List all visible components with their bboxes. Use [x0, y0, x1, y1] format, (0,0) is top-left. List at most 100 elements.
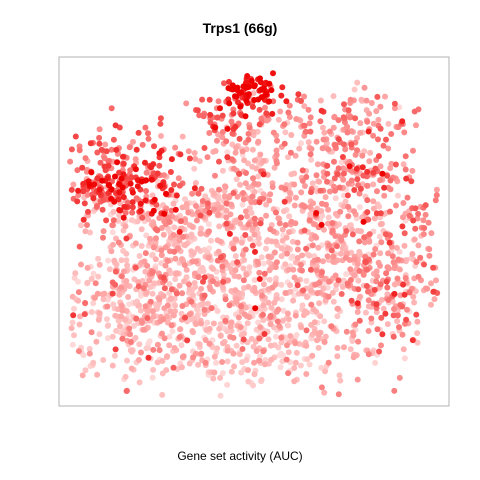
scatter-point	[370, 120, 377, 127]
scatter-point	[433, 277, 439, 284]
scatter-point	[240, 196, 247, 203]
scatter-point	[216, 186, 222, 193]
scatter-point	[303, 327, 310, 334]
scatter-point	[178, 218, 184, 225]
scatter-point	[291, 202, 298, 209]
scatter-point	[315, 344, 322, 351]
scatter-point	[127, 167, 134, 174]
scatter-point	[201, 145, 208, 151]
scatter-point	[257, 220, 264, 227]
scatter-point	[233, 93, 240, 100]
scatter-point	[325, 146, 332, 153]
scatter-point	[84, 222, 90, 228]
scatter-point	[317, 118, 324, 125]
scatter-point	[82, 300, 89, 306]
scatter-point	[356, 268, 363, 274]
scatter-point	[168, 187, 175, 193]
scatter-point	[271, 249, 278, 256]
scatter-point	[433, 192, 440, 199]
scatter-point	[94, 203, 100, 209]
scatter-point	[95, 316, 102, 323]
scatter-point	[111, 257, 118, 264]
scatter-point	[388, 160, 395, 167]
scatter-point	[206, 340, 213, 347]
scatter-point	[126, 325, 133, 332]
scatter-point	[122, 209, 129, 216]
scatter-point	[246, 314, 253, 321]
scatter-point	[159, 358, 166, 364]
scatter-point	[241, 257, 248, 263]
scatter-point	[109, 222, 116, 229]
scatter-point	[375, 136, 381, 143]
scatter-point	[201, 274, 208, 281]
scatter-point	[150, 244, 157, 251]
scatter-point	[254, 128, 261, 135]
scatter-point	[280, 208, 287, 215]
scatter-point	[365, 128, 372, 135]
scatter-point	[363, 283, 370, 289]
scatter-point	[251, 231, 258, 238]
scatter-point	[190, 354, 197, 361]
scatter-point	[211, 190, 217, 197]
scatter-point	[205, 254, 212, 261]
scatter-point	[250, 343, 257, 350]
scatter-point	[411, 108, 418, 115]
scatter-point	[211, 206, 217, 213]
scatter-point	[278, 339, 285, 346]
scatter-point	[239, 201, 246, 208]
scatter-point	[274, 318, 281, 325]
scatter-point	[366, 110, 373, 117]
scatter-point	[246, 124, 253, 131]
scatter-point	[284, 342, 290, 349]
scatter-point	[266, 267, 273, 274]
scatter-point	[373, 108, 380, 115]
scatter-point	[358, 96, 365, 103]
scatter-point	[384, 172, 391, 179]
scatter-point	[287, 288, 294, 295]
scatter-point	[226, 194, 233, 201]
scatter-point	[322, 368, 329, 375]
scatter-point	[249, 146, 256, 153]
scatter-point	[347, 346, 354, 353]
scatter-point	[149, 374, 156, 381]
scatter-point	[186, 155, 193, 162]
scatter-point	[400, 200, 407, 206]
scatter-point	[241, 311, 248, 318]
x-axis-label: Gene set activity (AUC)	[177, 449, 303, 463]
scatter-point	[394, 312, 401, 319]
scatter-point	[194, 245, 201, 252]
scatter-point	[301, 93, 308, 100]
scatter-point	[331, 175, 338, 182]
scatter-point	[137, 307, 144, 314]
scatter-point	[133, 146, 140, 153]
scatter-point	[251, 288, 258, 295]
scatter-point	[139, 214, 146, 221]
scatter-point	[188, 233, 195, 240]
scatter-point	[401, 129, 408, 136]
scatter-point	[338, 237, 345, 244]
scatter-point	[373, 278, 380, 285]
scatter-point	[145, 354, 152, 361]
scatter-point	[123, 388, 130, 394]
scatter-point	[307, 128, 314, 135]
scatter-point	[384, 264, 391, 271]
scatter-point	[206, 96, 213, 103]
scatter-point	[200, 113, 207, 120]
scatter-point	[349, 226, 356, 233]
scatter-point	[232, 149, 239, 156]
scatter-point	[91, 294, 98, 301]
scatter-point	[136, 253, 143, 259]
scatter-point	[185, 209, 192, 216]
scatter-point	[283, 234, 290, 241]
scatter-point	[316, 300, 323, 307]
scatter-point	[166, 333, 173, 340]
scatter-point	[356, 190, 363, 197]
scatter-point	[134, 218, 141, 225]
scatter-point	[361, 84, 368, 91]
scatter-point	[245, 221, 252, 228]
scatter-point	[245, 130, 252, 137]
scatter-point	[387, 186, 394, 193]
scatter-point	[284, 250, 290, 257]
scatter-point	[273, 160, 280, 167]
scatter-point	[197, 230, 204, 237]
